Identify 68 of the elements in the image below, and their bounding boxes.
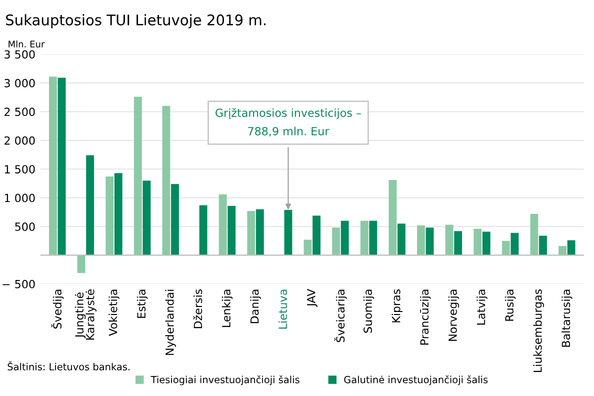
bar: [304, 240, 312, 256]
bar: [539, 236, 547, 256]
bar: [360, 220, 368, 256]
bar: [369, 220, 378, 256]
bar: [228, 206, 236, 256]
bar: [256, 209, 264, 256]
x-tick-label: Rusija: [504, 290, 516, 321]
bar: [567, 240, 576, 256]
bar: [142, 180, 151, 256]
annotation: Grįžtamosios investicijos – 788,9 mln. Eur: [216, 108, 361, 136]
bar: [502, 240, 510, 256]
bar: [397, 224, 406, 256]
x-tick-label: Jungtinė Karalystė: [74, 289, 96, 340]
bar: [86, 155, 94, 256]
bar: [199, 205, 208, 256]
bar: [134, 96, 142, 256]
x-tick-label: Liuksemburgas: [533, 289, 544, 372]
bar: [510, 232, 519, 256]
bar: [558, 246, 566, 256]
x-tick-label: Lietuva: [278, 290, 288, 329]
bar: [388, 180, 397, 256]
bar: [58, 78, 66, 256]
x-tick-label: Kipras: [392, 289, 402, 322]
x-tick-label: Nyderlandai: [165, 290, 176, 355]
y-tick-label: 2 500: [4, 108, 35, 116]
y-tick-label: 3 000: [4, 78, 35, 88]
x-tick-label: Norvegija: [448, 290, 460, 341]
x-tick-label: Baltarusija: [562, 290, 572, 347]
bar: [114, 173, 122, 256]
x-tick-label: Džersis: [193, 289, 202, 328]
y-tick-label: 1 500: [4, 165, 35, 174]
text: Šaltinis: Lietuvos bankas.: [8, 361, 130, 370]
y-tick-label: 3 500: [4, 50, 35, 59]
x-tick-label: Latvija: [476, 290, 488, 325]
x-tick-label: Vokietija: [108, 290, 120, 336]
x-tick-label: Švedija: [51, 290, 64, 329]
x-tick-label: Estija: [136, 290, 148, 318]
bar: [417, 225, 425, 256]
x-tick-label: Prancūzija: [420, 290, 431, 345]
x-tick-label: Šveicarija: [334, 290, 347, 342]
x-tick-label: JAV: [307, 288, 318, 307]
bar: [247, 211, 256, 256]
bar: [106, 176, 114, 256]
bar: [312, 216, 320, 256]
legend-label: Galutinė investuojančioji šalis: [344, 375, 488, 386]
y-axis-title: Mln. Eur: [8, 40, 45, 48]
bar: [482, 232, 490, 256]
legend-label: Tiesiogiai investuojančioji šalis: [150, 375, 300, 386]
bar: [530, 214, 538, 256]
bar: [445, 224, 454, 256]
x-tick-label: Suomija: [363, 290, 374, 333]
bar: [454, 231, 462, 256]
bar: [171, 184, 179, 256]
chart-title: Sukauptosios TUI Lietuvoje 2019 m.: [6, 14, 266, 28]
bar: [218, 194, 227, 256]
bar: [49, 76, 57, 256]
bar: [426, 228, 434, 256]
bar: [77, 255, 86, 274]
bar: [340, 220, 349, 256]
y-tick-label: 2 000: [4, 136, 35, 145]
bar: [474, 228, 482, 256]
bar: [162, 106, 170, 256]
y-tick-label: 500: [15, 222, 35, 231]
x-tick-label: Lenkija: [222, 290, 233, 327]
y-tick-label: 1 000: [4, 194, 35, 202]
y-tick-label: − 500: [2, 280, 35, 288]
x-tick-label: Danija: [250, 290, 261, 324]
bar: [332, 228, 340, 256]
